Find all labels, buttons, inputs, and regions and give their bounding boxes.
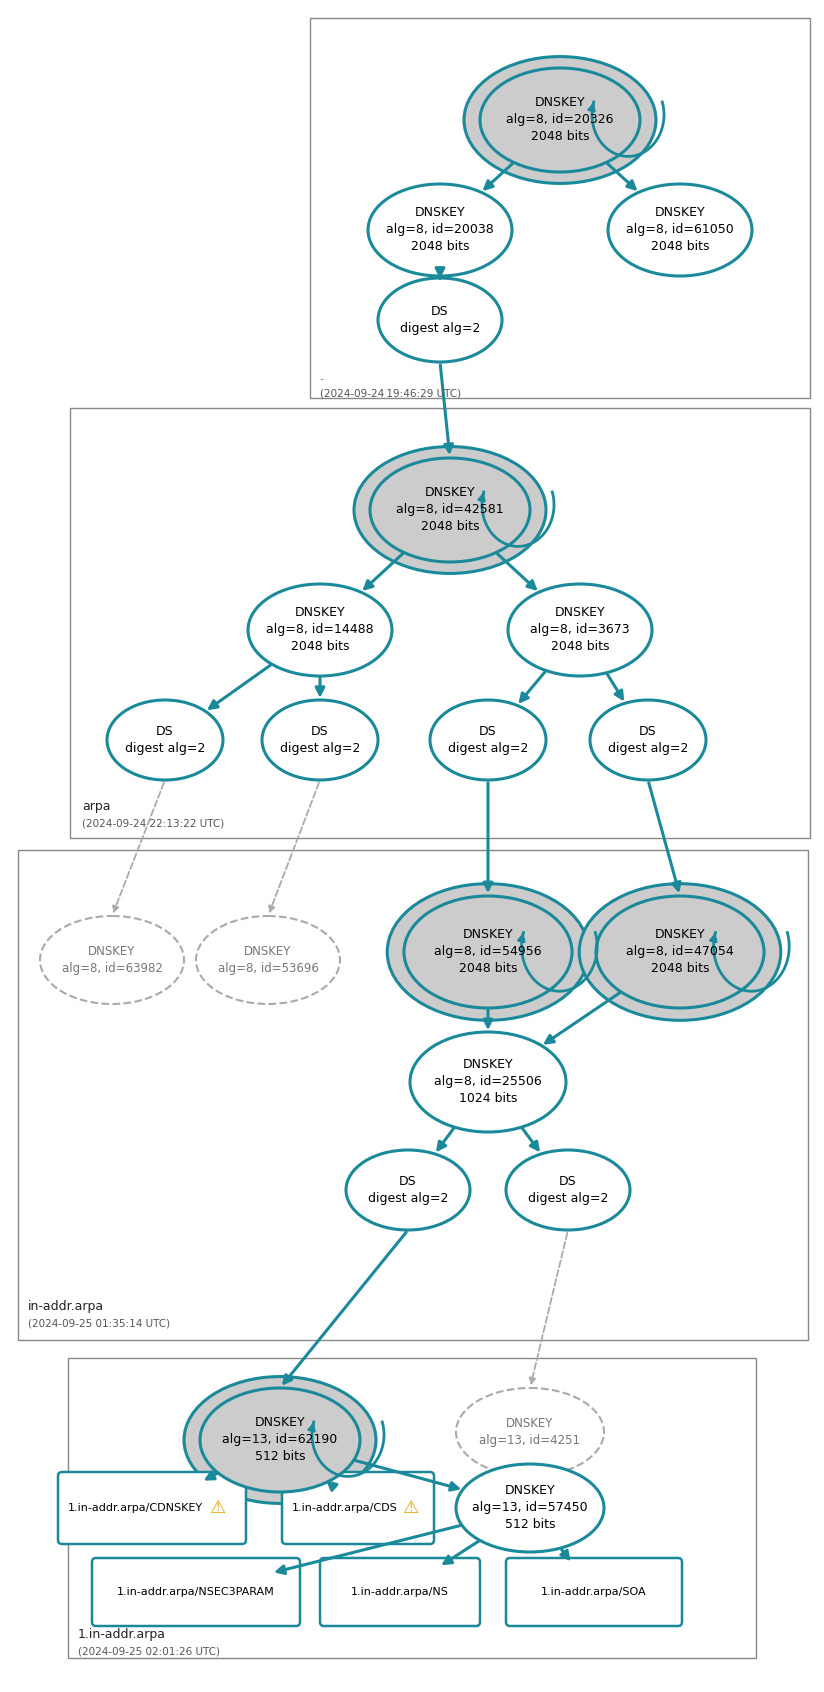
Ellipse shape [196, 915, 340, 1003]
Ellipse shape [480, 68, 640, 173]
Text: 1.in-addr.arpa/NSEC3PARAM: 1.in-addr.arpa/NSEC3PARAM [117, 1587, 275, 1597]
Text: DNSKEY
alg=8, id=61050
2048 bits: DNSKEY alg=8, id=61050 2048 bits [626, 206, 734, 254]
Text: DS
digest alg=2: DS digest alg=2 [447, 724, 528, 755]
Text: DNSKEY
alg=13, id=62190
512 bits: DNSKEY alg=13, id=62190 512 bits [222, 1416, 338, 1464]
Text: DS
digest alg=2: DS digest alg=2 [368, 1174, 448, 1205]
FancyBboxPatch shape [58, 1472, 246, 1545]
Text: DS
digest alg=2: DS digest alg=2 [608, 724, 688, 755]
FancyBboxPatch shape [282, 1472, 434, 1545]
Ellipse shape [404, 897, 572, 1008]
Ellipse shape [378, 277, 502, 362]
Ellipse shape [184, 1377, 376, 1504]
Ellipse shape [579, 883, 781, 1020]
Text: DNSKEY
alg=8, id=25506
1024 bits: DNSKEY alg=8, id=25506 1024 bits [434, 1059, 542, 1105]
Ellipse shape [430, 700, 546, 780]
Ellipse shape [608, 184, 752, 276]
Ellipse shape [248, 584, 392, 677]
Ellipse shape [346, 1151, 470, 1230]
Text: DNSKEY
alg=8, id=20038
2048 bits: DNSKEY alg=8, id=20038 2048 bits [386, 206, 494, 254]
FancyBboxPatch shape [310, 19, 810, 398]
Text: DNSKEY
alg=8, id=20326
2048 bits: DNSKEY alg=8, id=20326 2048 bits [506, 96, 614, 144]
FancyBboxPatch shape [320, 1558, 480, 1626]
Ellipse shape [387, 883, 589, 1020]
Text: 1.in-addr.arpa/CDS: 1.in-addr.arpa/CDS [293, 1502, 398, 1513]
Text: DNSKEY
alg=8, id=53696: DNSKEY alg=8, id=53696 [218, 946, 318, 975]
Text: DNSKEY
alg=8, id=42581
2048 bits: DNSKEY alg=8, id=42581 2048 bits [396, 487, 503, 533]
Text: arpa: arpa [82, 800, 110, 812]
Ellipse shape [590, 700, 706, 780]
FancyBboxPatch shape [506, 1558, 682, 1626]
Text: (2024-09-25 02:01:26 UTC): (2024-09-25 02:01:26 UTC) [78, 1646, 220, 1656]
Text: DNSKEY
alg=13, id=57450
512 bits: DNSKEY alg=13, id=57450 512 bits [472, 1484, 588, 1531]
Text: in-addr.arpa: in-addr.arpa [28, 1299, 104, 1313]
FancyBboxPatch shape [70, 408, 810, 838]
Text: DNSKEY
alg=8, id=14488
2048 bits: DNSKEY alg=8, id=14488 2048 bits [266, 606, 374, 653]
Text: 1.in-addr.arpa: 1.in-addr.arpa [78, 1628, 166, 1641]
Ellipse shape [456, 1387, 604, 1475]
Text: DNSKEY
alg=8, id=3673
2048 bits: DNSKEY alg=8, id=3673 2048 bits [530, 606, 630, 653]
Ellipse shape [40, 915, 184, 1003]
Ellipse shape [354, 447, 546, 574]
Ellipse shape [506, 1151, 630, 1230]
Ellipse shape [464, 56, 656, 183]
Text: DS
digest alg=2: DS digest alg=2 [400, 305, 480, 335]
Text: DNSKEY
alg=8, id=54956
2048 bits: DNSKEY alg=8, id=54956 2048 bits [434, 929, 542, 976]
FancyBboxPatch shape [68, 1359, 756, 1658]
FancyBboxPatch shape [18, 849, 808, 1340]
FancyBboxPatch shape [92, 1558, 300, 1626]
Ellipse shape [508, 584, 652, 677]
Text: 1.in-addr.arpa/SOA: 1.in-addr.arpa/SOA [541, 1587, 647, 1597]
Text: ⚠: ⚠ [402, 1499, 418, 1518]
Text: DNSKEY
alg=8, id=47054
2048 bits: DNSKEY alg=8, id=47054 2048 bits [626, 929, 734, 976]
Text: (2024-09-25 01:35:14 UTC): (2024-09-25 01:35:14 UTC) [28, 1318, 170, 1328]
Text: (2024-09-24 22:13:22 UTC): (2024-09-24 22:13:22 UTC) [82, 817, 224, 827]
Ellipse shape [596, 897, 764, 1008]
Text: DNSKEY
alg=8, id=63982: DNSKEY alg=8, id=63982 [62, 946, 162, 975]
Text: DS
digest alg=2: DS digest alg=2 [124, 724, 205, 755]
Ellipse shape [456, 1464, 604, 1552]
Text: DS
digest alg=2: DS digest alg=2 [280, 724, 360, 755]
Ellipse shape [368, 184, 512, 276]
Ellipse shape [370, 459, 530, 562]
Text: DNSKEY
alg=13, id=4251: DNSKEY alg=13, id=4251 [480, 1416, 580, 1447]
Ellipse shape [410, 1032, 566, 1132]
Text: DS
digest alg=2: DS digest alg=2 [528, 1174, 608, 1205]
Ellipse shape [107, 700, 223, 780]
Ellipse shape [262, 700, 378, 780]
Text: ⚠: ⚠ [208, 1499, 225, 1518]
Text: 1.in-addr.arpa/CDNSKEY: 1.in-addr.arpa/CDNSKEY [68, 1502, 204, 1513]
Ellipse shape [200, 1387, 360, 1492]
Text: (2024-09-24 19:46:29 UTC): (2024-09-24 19:46:29 UTC) [320, 387, 461, 398]
Text: .: . [320, 371, 324, 382]
Text: 1.in-addr.arpa/NS: 1.in-addr.arpa/NS [351, 1587, 449, 1597]
